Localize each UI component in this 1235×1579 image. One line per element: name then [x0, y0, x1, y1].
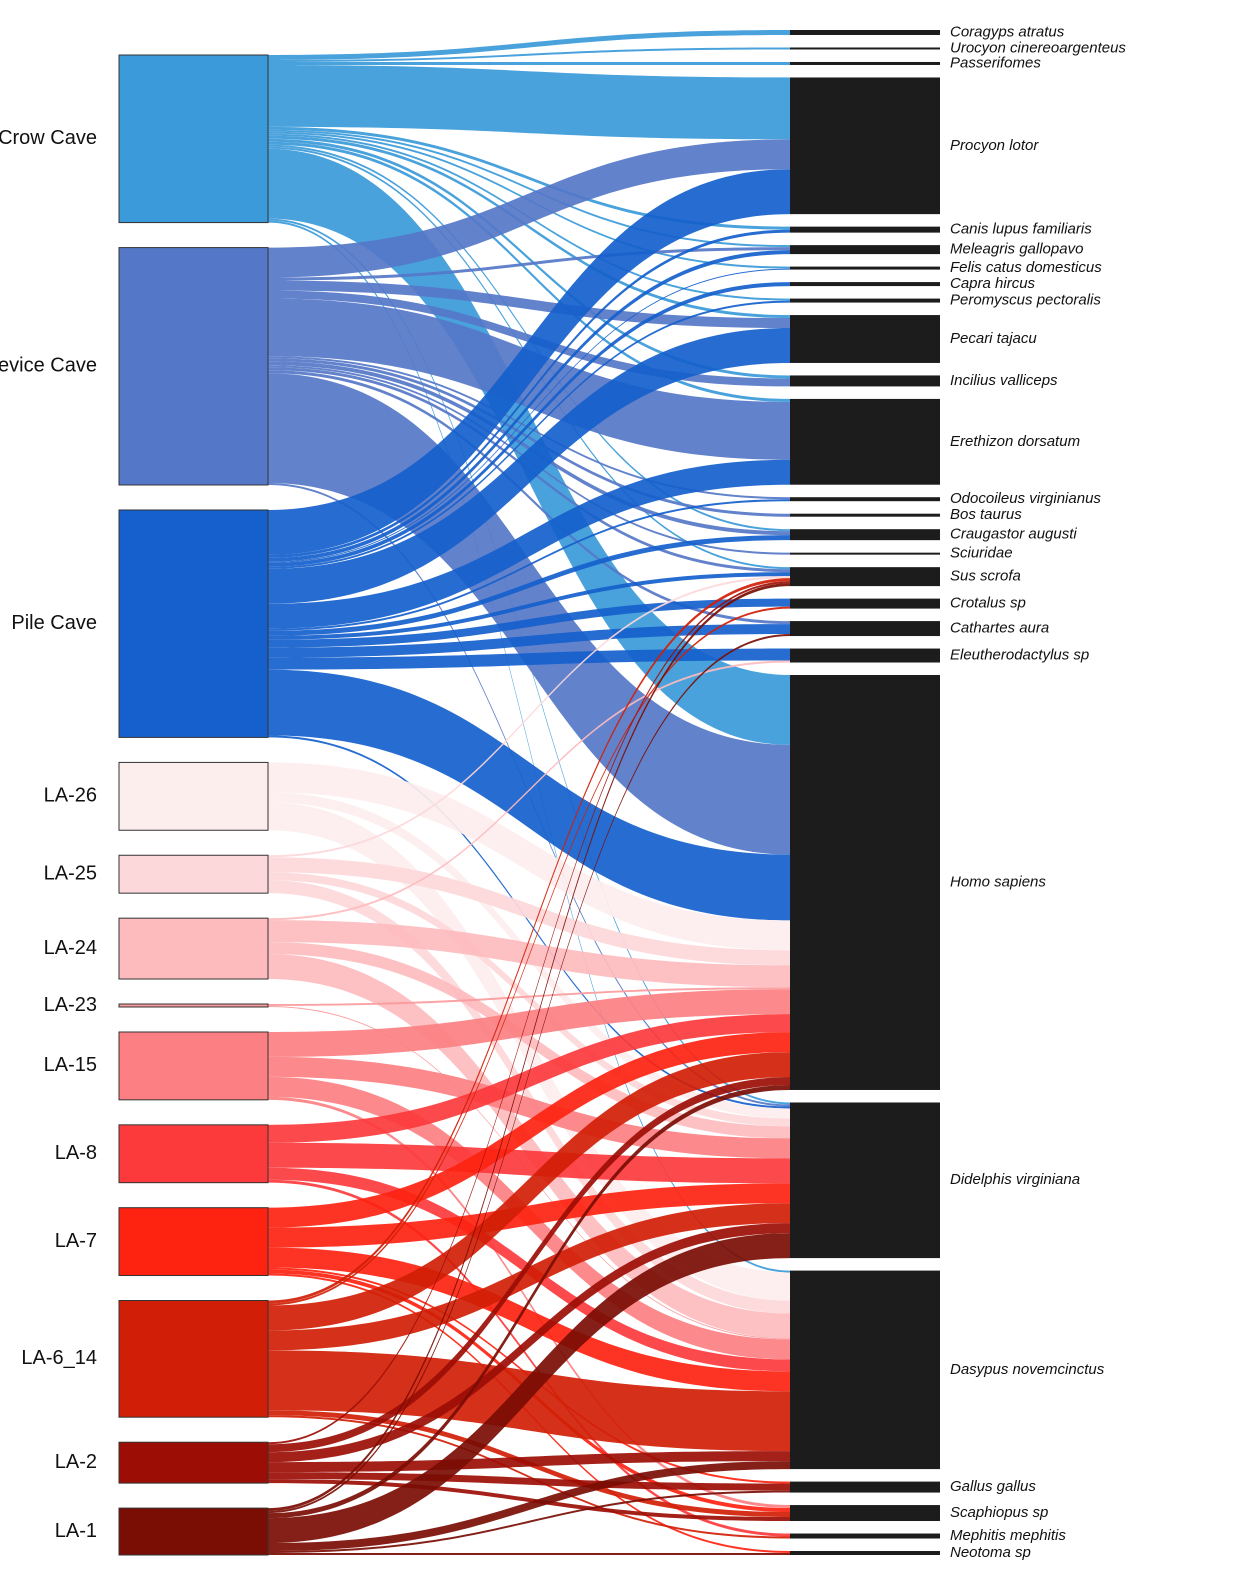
- target-node: [790, 62, 940, 65]
- target-node: [790, 315, 940, 363]
- source-node: [119, 1125, 268, 1183]
- source-label: LA-6_14: [21, 1347, 97, 1369]
- target-label: Pecari tajacu: [950, 330, 1037, 347]
- target-node: [790, 553, 940, 555]
- source-label: Pile Cave: [11, 612, 97, 634]
- sankey-chart: Crow Cave Crevice Cave Pile Cave LA-26 LA-25…: [0, 0, 1235, 1579]
- source-label: LA-25: [44, 862, 97, 884]
- source-label: LA-23: [44, 994, 97, 1016]
- target-label: Homo sapiens: [950, 873, 1046, 890]
- target-label: Craugastor augusti: [950, 526, 1077, 543]
- target-node: [790, 1534, 940, 1539]
- target-node: [790, 621, 940, 636]
- target-node: [790, 30, 940, 35]
- target-label: Canis lupus familiaris: [950, 221, 1092, 238]
- target-label: Sciuridae: [950, 545, 1013, 562]
- target-label: Erethizon dorsatum: [950, 433, 1080, 450]
- source-node: [119, 1208, 268, 1276]
- source-label: LA-8: [55, 1142, 97, 1164]
- target-node: [790, 567, 940, 586]
- source-label: LA-7: [55, 1230, 97, 1252]
- target-label: Didelphis virginiana: [950, 1171, 1080, 1188]
- source-label: LA-1: [55, 1520, 97, 1542]
- source-node: [119, 1301, 268, 1418]
- target-node: [790, 1551, 940, 1555]
- target-node: [790, 47, 940, 49]
- source-label: LA-15: [44, 1054, 97, 1076]
- target-label: Gallus gallus: [950, 1478, 1036, 1495]
- source-node: [119, 918, 268, 979]
- source-node: [119, 1032, 268, 1100]
- target-node: [790, 1271, 940, 1470]
- target-node: [790, 529, 940, 540]
- source-node: [119, 248, 268, 485]
- target-node: [790, 299, 940, 303]
- target-label: Felis catus domesticus: [950, 259, 1102, 276]
- flow-link: [268, 65, 790, 139]
- source-node: [119, 1508, 268, 1555]
- target-node: [790, 77, 940, 214]
- target-label: Procyon lotor: [950, 137, 1039, 154]
- source-node: [119, 510, 268, 737]
- target-label: Incilius valliceps: [950, 372, 1058, 389]
- source-label: Crow Cave: [0, 127, 97, 149]
- target-node: [790, 675, 940, 1090]
- target-node: [790, 375, 940, 386]
- target-label: Odocoileus virginianus: [950, 490, 1101, 507]
- target-node: [790, 1505, 940, 1521]
- target-label: Sus scrofa: [950, 568, 1021, 585]
- source-node: [119, 855, 268, 893]
- target-node: [790, 649, 940, 663]
- target-node: [790, 245, 940, 254]
- target-node: [790, 282, 940, 286]
- target-node: [790, 599, 940, 609]
- target-label: Dasypus novemcinctus: [950, 1361, 1105, 1378]
- source-node: [119, 1442, 268, 1483]
- target-label: Peromyscus pectoralis: [950, 292, 1101, 309]
- target-node: [790, 497, 940, 501]
- source-label: LA-2: [55, 1451, 97, 1473]
- target-node: [790, 1102, 940, 1258]
- source-node: [119, 762, 268, 830]
- target-label: Neotoma sp: [950, 1544, 1031, 1561]
- target-label: Capra hircus: [950, 275, 1036, 292]
- source-node: [119, 1004, 268, 1007]
- flow-link: [268, 62, 790, 65]
- target-node: [790, 227, 940, 233]
- target-label: Meleagris gallopavo: [950, 241, 1083, 258]
- target-node: [790, 267, 940, 270]
- source-node: [119, 55, 268, 223]
- target-label: Coragyps atratus: [950, 23, 1065, 40]
- target-node: [790, 1482, 940, 1493]
- target-label: Cathartes aura: [950, 620, 1049, 637]
- target-label: Passerifomes: [950, 54, 1041, 71]
- target-label: Bos taurus: [950, 506, 1022, 523]
- target-label: Scaphiopus sp: [950, 1504, 1048, 1521]
- source-label: LA-26: [44, 785, 97, 807]
- source-label: Crevice Cave: [0, 355, 97, 377]
- target-label: Mephitis mephitis: [950, 1527, 1066, 1544]
- target-label: Crotalus sp: [950, 595, 1026, 612]
- source-label: LA-24: [44, 937, 97, 959]
- page: {"chart_data": {"type": "sankey", "targe…: [0, 0, 1235, 1579]
- target-node: [790, 514, 940, 517]
- flow-link: [268, 1553, 790, 1555]
- target-label: Eleutherodactylus sp: [950, 646, 1089, 663]
- links: [268, 30, 790, 1555]
- target-node: [790, 399, 940, 485]
